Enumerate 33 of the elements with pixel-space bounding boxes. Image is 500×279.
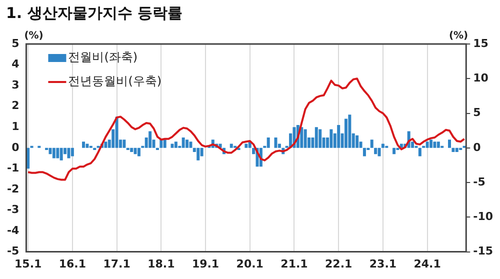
x-tick-label: 24.1 xyxy=(414,257,441,270)
y-tick-label: -5 xyxy=(6,244,20,258)
y2-tick-label: -5 xyxy=(473,175,486,188)
x-tick-label: 15.1 xyxy=(14,257,42,270)
y-tick-label: -3 xyxy=(6,203,20,216)
y-tick-label: 0 xyxy=(12,140,20,154)
x-tick-label: 18.1 xyxy=(148,257,175,270)
chart-title: 1. 생산자물가지수 등락률 xyxy=(6,4,183,23)
legend-label: 전월비(좌축) xyxy=(68,50,138,64)
x-tick-label: 16.1 xyxy=(58,257,86,270)
y-tick-label: 5 xyxy=(12,36,20,50)
legend-label: 전년동월비(우축) xyxy=(68,74,162,88)
y-tick-label: -1 xyxy=(6,162,20,175)
y2-tick-label: 5 xyxy=(473,106,481,120)
y2-tick-label: 10 xyxy=(473,71,489,84)
y-axis-title: (%) xyxy=(24,30,44,42)
y-tick-label: 1 xyxy=(12,120,20,133)
x-tick-label: 23.1 xyxy=(369,257,397,270)
x-tick-label: 20.1 xyxy=(236,257,264,270)
x-tick-label: 17.1 xyxy=(103,257,130,270)
y-tick-label: 3 xyxy=(12,78,20,92)
x-tick-label: 21.1 xyxy=(280,257,308,270)
x-tick-label: 22.1 xyxy=(325,257,352,270)
y-tick-label: -2 xyxy=(6,182,20,196)
y-tick-label: 4 xyxy=(12,58,20,71)
y-tick-label: 2 xyxy=(12,99,20,112)
y2-axis-title: (%) xyxy=(448,30,468,42)
y2-tick-label: -10 xyxy=(473,210,494,224)
y2-tick-label: 0 xyxy=(473,140,482,154)
y2-tick-label: -15 xyxy=(473,244,493,258)
x-tick-label: 19.1 xyxy=(192,257,220,270)
y-tick-label: -4 xyxy=(6,224,20,237)
y2-tick-label: 15 xyxy=(473,36,488,50)
